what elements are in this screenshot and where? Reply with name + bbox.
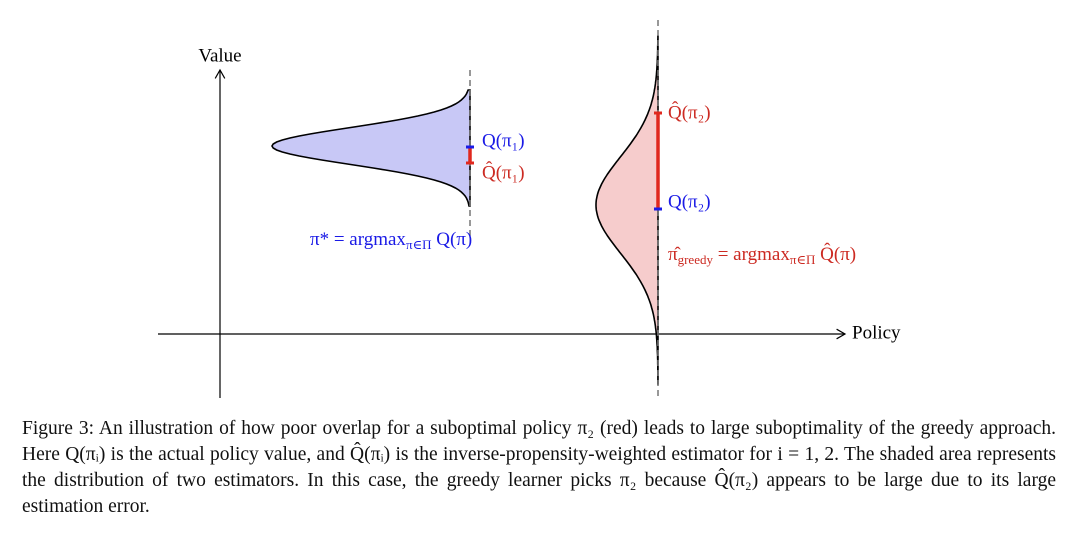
text: π* = argmax	[310, 229, 406, 250]
x-axis-label: Policy	[852, 322, 901, 343]
text: Q(π)	[432, 229, 473, 250]
label: Q(π₂)	[668, 191, 711, 212]
label: Q̂(π₂)	[668, 102, 711, 124]
text: Q̂(π)	[815, 244, 856, 266]
red-distribution	[595, 35, 659, 385]
caption: Figure 3: An illustration of how poor ov…	[22, 418, 1056, 517]
text: greedy	[678, 252, 714, 267]
text: π∈Π	[406, 237, 432, 252]
label: Q(π₁)	[482, 130, 525, 151]
blue-distribution	[271, 89, 471, 207]
y-axis-label: Value	[198, 45, 241, 66]
text: π̂	[668, 244, 681, 265]
label: Q̂(π₁)	[482, 162, 525, 184]
text: = argmax	[713, 244, 790, 265]
text: π∈Π	[790, 252, 816, 267]
diagram: Value Policy Q(π₁) Q̂(π₁) Q̂(π₂) Q(π₂) π…	[158, 20, 901, 398]
formula: π* = argmaxπ∈Π Q(π)	[310, 229, 472, 252]
formula: π̂greedy = argmaxπ∈Π Q̂(π)	[668, 244, 856, 267]
